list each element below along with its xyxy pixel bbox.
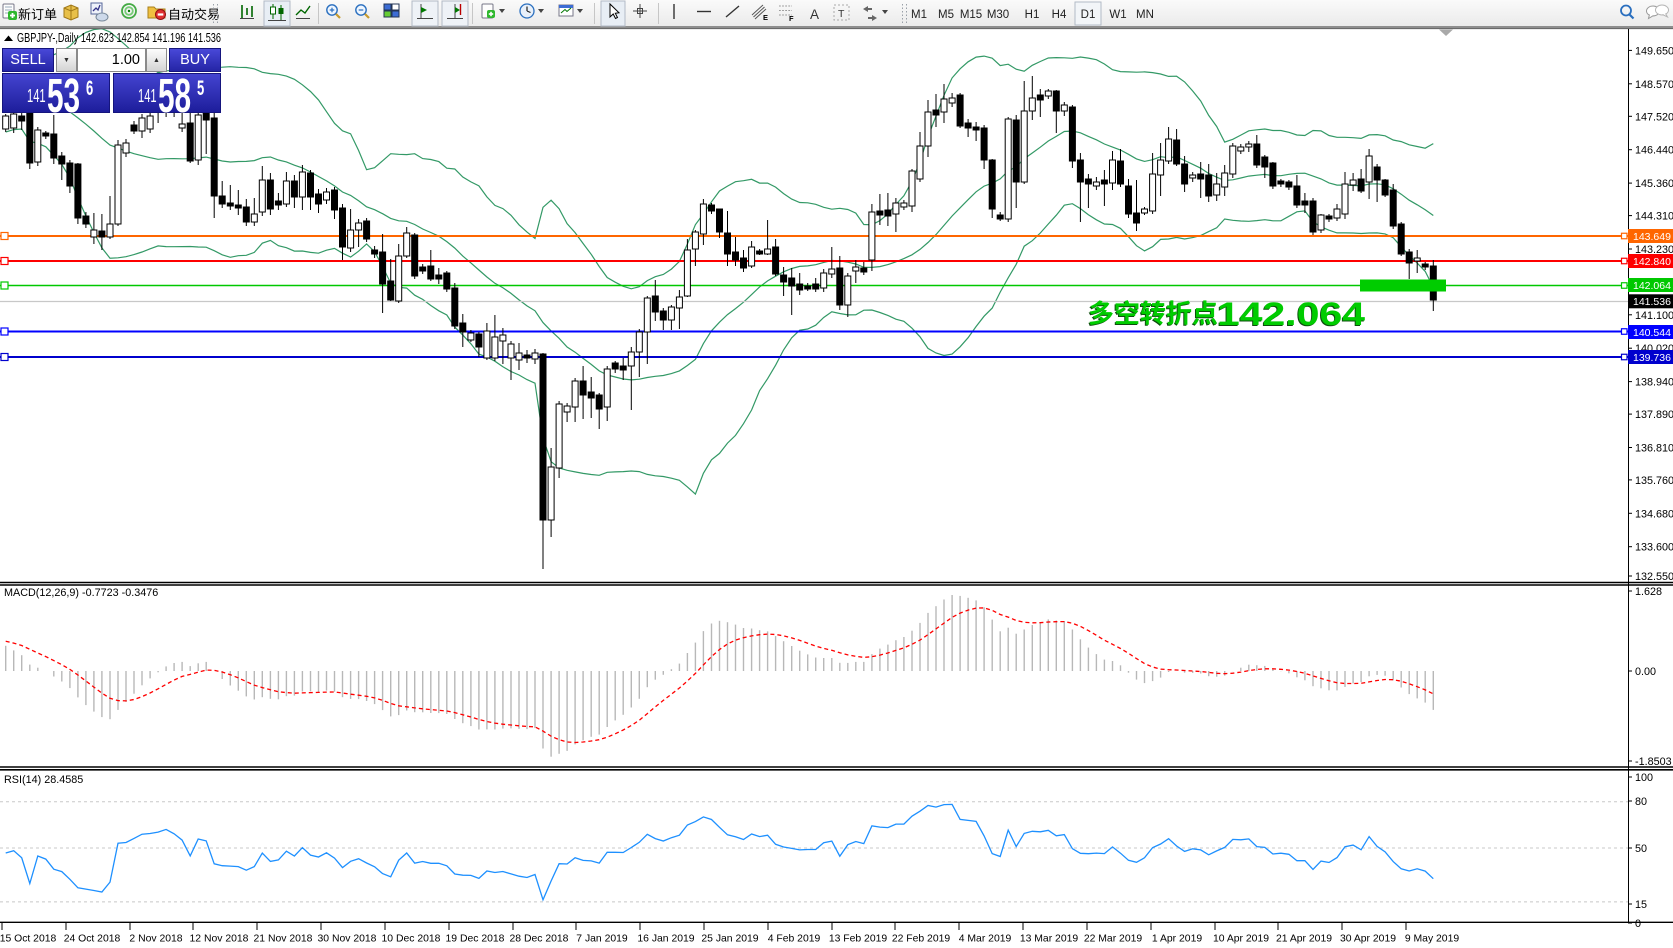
svg-text:RSI(14) 28.4585: RSI(14) 28.4585 bbox=[4, 774, 83, 786]
svg-text:0: 0 bbox=[1635, 918, 1641, 930]
svg-text:T: T bbox=[838, 8, 845, 20]
svg-text:138.940: 138.940 bbox=[1635, 377, 1673, 389]
svg-text:13 Mar 2019: 13 Mar 2019 bbox=[1020, 934, 1079, 945]
svg-text:144.310: 144.310 bbox=[1635, 211, 1673, 223]
svg-text:132.550: 132.550 bbox=[1635, 571, 1673, 583]
svg-text:142.064: 142.064 bbox=[1633, 280, 1671, 292]
svg-text:H1: H1 bbox=[1025, 9, 1040, 21]
svg-text:M5: M5 bbox=[938, 9, 954, 21]
svg-text:F: F bbox=[789, 14, 794, 23]
svg-text:GBPJPY-,Daily 142.623 142.854: GBPJPY-,Daily 142.623 142.854 141.196 14… bbox=[17, 31, 221, 45]
svg-text:146.440: 146.440 bbox=[1635, 145, 1673, 157]
svg-text:100: 100 bbox=[1635, 772, 1653, 784]
svg-text:M15: M15 bbox=[960, 9, 982, 21]
svg-text:9 May 2019: 9 May 2019 bbox=[1405, 934, 1460, 945]
svg-text:W1: W1 bbox=[1109, 9, 1126, 21]
svg-text:MACD(12,26,9) -0.7723 -0.3476: MACD(12,26,9) -0.7723 -0.3476 bbox=[4, 587, 158, 599]
svg-text:15: 15 bbox=[1635, 899, 1647, 911]
svg-text:135.760: 135.760 bbox=[1635, 475, 1673, 487]
svg-text:1.628: 1.628 bbox=[1635, 586, 1662, 598]
svg-text:H4: H4 bbox=[1052, 9, 1067, 21]
svg-text:21 Nov 2018: 21 Nov 2018 bbox=[254, 934, 313, 945]
svg-text:133.600: 133.600 bbox=[1635, 542, 1673, 554]
svg-text:30 Nov 2018: 30 Nov 2018 bbox=[318, 934, 377, 945]
svg-text:21 Apr 2019: 21 Apr 2019 bbox=[1276, 934, 1332, 945]
svg-text:22 Feb 2019: 22 Feb 2019 bbox=[892, 934, 951, 945]
svg-text:140.544: 140.544 bbox=[1633, 327, 1671, 339]
svg-text:22 Mar 2019: 22 Mar 2019 bbox=[1084, 934, 1143, 945]
svg-text:19 Dec 2018: 19 Dec 2018 bbox=[446, 934, 505, 945]
svg-text:142.064: 142.064 bbox=[1217, 296, 1365, 332]
svg-text:0.00: 0.00 bbox=[1635, 666, 1656, 678]
svg-text:142.840: 142.840 bbox=[1633, 256, 1671, 268]
svg-text:A: A bbox=[810, 7, 819, 22]
svg-text:MN: MN bbox=[1136, 9, 1154, 21]
svg-text:30 Apr 2019: 30 Apr 2019 bbox=[1340, 934, 1396, 945]
svg-text:7 Jan 2019: 7 Jan 2019 bbox=[576, 934, 628, 945]
svg-text:50: 50 bbox=[1635, 843, 1647, 855]
svg-text:80: 80 bbox=[1635, 796, 1647, 808]
svg-text:143.230: 143.230 bbox=[1635, 244, 1673, 256]
svg-text:141.100: 141.100 bbox=[1635, 310, 1673, 322]
svg-text:10 Apr 2019: 10 Apr 2019 bbox=[1213, 934, 1269, 945]
svg-text:25 Jan 2019: 25 Jan 2019 bbox=[701, 934, 758, 945]
svg-text:M1: M1 bbox=[911, 9, 927, 21]
svg-text:12 Nov 2018: 12 Nov 2018 bbox=[190, 934, 249, 945]
svg-text:E: E bbox=[763, 13, 768, 22]
svg-text:137.890: 137.890 bbox=[1635, 409, 1673, 421]
svg-text:15 Oct 2018: 15 Oct 2018 bbox=[0, 934, 57, 945]
svg-text:24 Oct 2018: 24 Oct 2018 bbox=[64, 934, 121, 945]
svg-text:149.650: 149.650 bbox=[1635, 45, 1673, 57]
svg-text:28 Dec 2018: 28 Dec 2018 bbox=[510, 934, 569, 945]
svg-text:16 Jan 2019: 16 Jan 2019 bbox=[637, 934, 694, 945]
svg-text:143.649: 143.649 bbox=[1633, 231, 1671, 243]
svg-text:2 Nov 2018: 2 Nov 2018 bbox=[129, 934, 182, 945]
svg-text:-1.8503: -1.8503 bbox=[1635, 756, 1672, 768]
svg-text:134.680: 134.680 bbox=[1635, 508, 1673, 520]
svg-text:139.736: 139.736 bbox=[1633, 352, 1671, 364]
svg-text:141.536: 141.536 bbox=[1633, 296, 1671, 308]
svg-text:M30: M30 bbox=[987, 9, 1009, 21]
svg-text:1 Apr 2019: 1 Apr 2019 bbox=[1152, 934, 1202, 945]
svg-text:4 Mar 2019: 4 Mar 2019 bbox=[959, 934, 1012, 945]
svg-text:148.570: 148.570 bbox=[1635, 79, 1673, 91]
svg-text:145.360: 145.360 bbox=[1635, 178, 1673, 190]
svg-text:13 Feb 2019: 13 Feb 2019 bbox=[829, 934, 888, 945]
svg-text:136.810: 136.810 bbox=[1635, 443, 1673, 455]
svg-text:142.064: 142.064 bbox=[1216, 297, 1364, 333]
svg-text:4 Feb 2019: 4 Feb 2019 bbox=[768, 934, 821, 945]
svg-text:10 Dec 2018: 10 Dec 2018 bbox=[382, 934, 441, 945]
svg-text:147.520: 147.520 bbox=[1635, 111, 1673, 123]
svg-text:D1: D1 bbox=[1081, 9, 1096, 21]
